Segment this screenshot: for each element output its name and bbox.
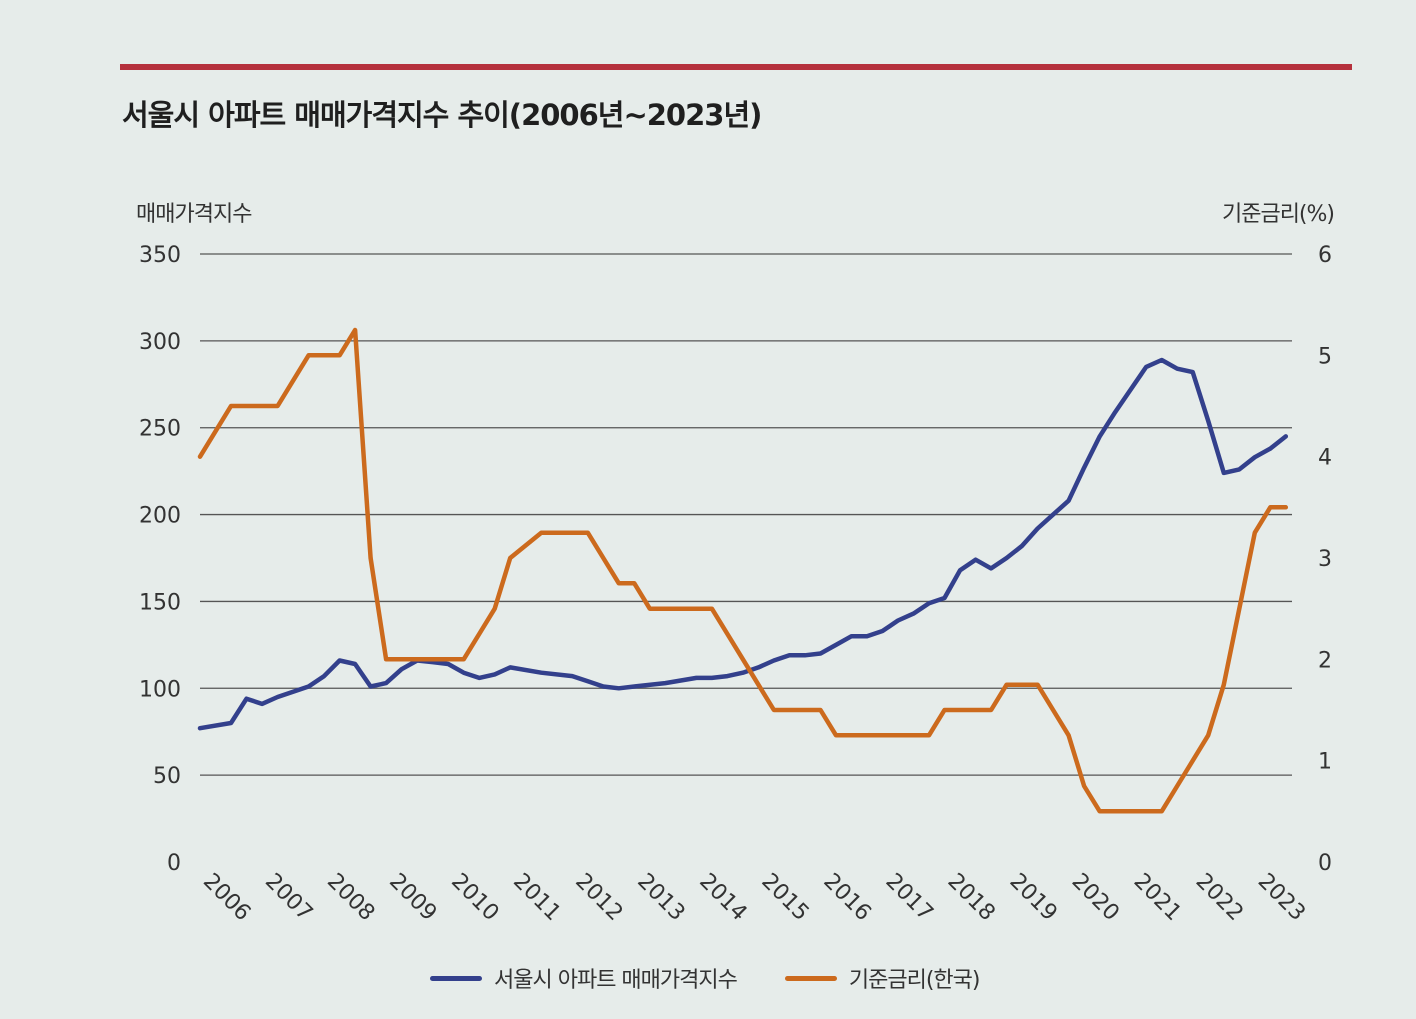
x-tick-label: 2014 — [694, 869, 751, 926]
x-tick-label: 2010 — [446, 869, 503, 926]
x-tick-label: 2019 — [1005, 869, 1062, 926]
y-right-tick-label: 6 — [1318, 243, 1332, 268]
y-left-tick-label: 300 — [139, 330, 181, 355]
legend-item-price-index: 서울시 아파트 매매가격지수 — [430, 962, 738, 994]
x-tick-label: 2023 — [1253, 869, 1310, 926]
x-tick-label: 2006 — [198, 869, 255, 926]
y-left-tick-label: 250 — [139, 417, 181, 442]
legend: 서울시 아파트 매매가격지수 기준금리(한국) — [430, 962, 1027, 994]
y-right-tick-label: 0 — [1318, 851, 1332, 876]
x-tick-label: 2018 — [943, 869, 1000, 926]
x-tick-label: 2016 — [818, 869, 875, 926]
x-tick-label: 2012 — [570, 869, 627, 926]
y-right-tick-label: 2 — [1318, 648, 1332, 673]
x-axis-ticks: 2006 2007 2008 2009 2010 2011 2012 2013 2014 2015… — [198, 869, 1310, 926]
left-axis-title: 매매가격지수 — [136, 202, 252, 227]
x-tick-label: 2011 — [508, 869, 565, 926]
x-tick-label: 2015 — [756, 869, 813, 926]
y-left-tick-label: 150 — [139, 590, 181, 615]
y-right-tick-label: 3 — [1318, 547, 1332, 572]
x-tick-label: 2017 — [880, 869, 937, 926]
x-tick-label: 2020 — [1067, 869, 1124, 926]
x-tick-label: 2008 — [322, 869, 379, 926]
legend-swatch-price-index — [430, 975, 482, 981]
y-left-tick-label: 200 — [139, 504, 181, 529]
legend-swatch-base-rate — [784, 975, 837, 981]
y-left-tick-label: 50 — [153, 764, 181, 789]
right-axis-title: 기준금리(%) — [1221, 202, 1335, 227]
legend-item-base-rate: 기준금리(한국) — [784, 962, 981, 994]
legend-label-base-rate: 기준금리(한국) — [848, 968, 981, 993]
x-tick-label: 2007 — [260, 869, 317, 926]
legend-label-price-index: 서울시 아파트 매매가격지수 — [494, 968, 738, 993]
x-tick-label: 2021 — [1129, 869, 1186, 926]
left-axis-ticks: 0 50 100 150 200 250 300 350 — [139, 243, 181, 876]
top-rule — [120, 64, 1352, 70]
y-right-tick-label: 5 — [1318, 344, 1332, 369]
series-lines — [197, 327, 1289, 814]
chart-title: 서울시 아파트 매매가격지수 추이(2006년~2023년) — [122, 98, 762, 132]
x-tick-label: 2009 — [384, 869, 441, 926]
y-left-tick-label: 350 — [139, 243, 181, 268]
gridlines — [200, 253, 1292, 776]
y-left-tick-label: 100 — [139, 677, 181, 702]
x-tick-label: 2013 — [632, 869, 689, 926]
series-line-price-index — [197, 357, 1289, 731]
x-tick-label: 2022 — [1191, 869, 1248, 926]
y-left-tick-label: 0 — [167, 851, 181, 876]
y-right-tick-label: 1 — [1318, 750, 1332, 775]
y-right-tick-label: 4 — [1318, 446, 1332, 471]
right-axis-ticks: 0 1 2 3 4 5 6 — [1318, 243, 1332, 876]
series-line-base-rate — [197, 327, 1289, 814]
